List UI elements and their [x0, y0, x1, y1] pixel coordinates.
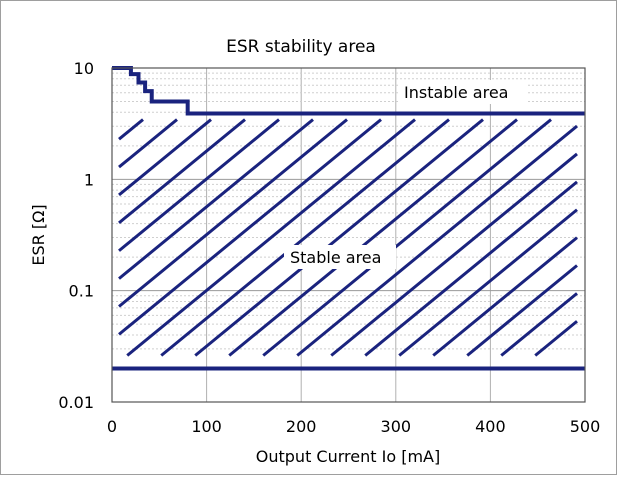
y-tick-label: 0.01 — [58, 393, 94, 412]
hatch-line — [364, 180, 578, 357]
hatch-line — [296, 124, 578, 357]
y-tick-label: 1 — [84, 170, 94, 189]
y-axis-label: ESR [Ω] — [29, 204, 48, 265]
x-tick-label: 300 — [381, 417, 412, 436]
hatch-line — [500, 292, 578, 357]
hatch-line — [118, 118, 144, 141]
hatch-line — [228, 118, 518, 357]
x-tick-label: 0 — [107, 417, 117, 436]
stable-label-bg — [284, 245, 396, 269]
hatch-line — [262, 118, 552, 357]
hatch-line — [118, 118, 348, 308]
hatch-line — [118, 118, 314, 280]
y-tick-label: 0.1 — [69, 282, 94, 301]
plot-frame — [111, 67, 586, 403]
y-tick-label: 10 — [74, 59, 94, 78]
stable-area-hatching — [118, 118, 578, 357]
hatch-line — [194, 118, 484, 357]
x-tick-label: 200 — [286, 417, 317, 436]
hatch-line — [398, 208, 578, 357]
boundary-lines — [112, 66, 585, 371]
hatch-line — [126, 118, 416, 357]
hatch-line — [118, 118, 280, 252]
hatch-line — [160, 118, 450, 357]
instable-label-bg — [398, 80, 528, 104]
upper-esr-limit-line — [112, 66, 585, 116]
hatch-line — [118, 118, 178, 169]
tick-labels: 0 100 200 300 400 500 0.01 0.1 1 10 — [58, 59, 600, 436]
x-tick-label: 500 — [570, 417, 601, 436]
hatch-line — [118, 118, 212, 197]
instable-area-label: Instable area — [404, 83, 508, 102]
hatch-line — [330, 152, 578, 357]
stable-area-label: Stable area — [290, 248, 381, 267]
x-axis-label: Output Current Io [mA] — [256, 447, 440, 466]
hatch-line — [118, 118, 246, 225]
hatch-line — [432, 236, 578, 357]
hatch-line — [466, 264, 578, 357]
hatch-line — [534, 320, 578, 357]
chart-title: ESR stability area — [226, 37, 376, 57]
x-tick-label: 400 — [475, 417, 506, 436]
hatch-line — [118, 118, 382, 336]
x-tick-label: 100 — [191, 417, 222, 436]
